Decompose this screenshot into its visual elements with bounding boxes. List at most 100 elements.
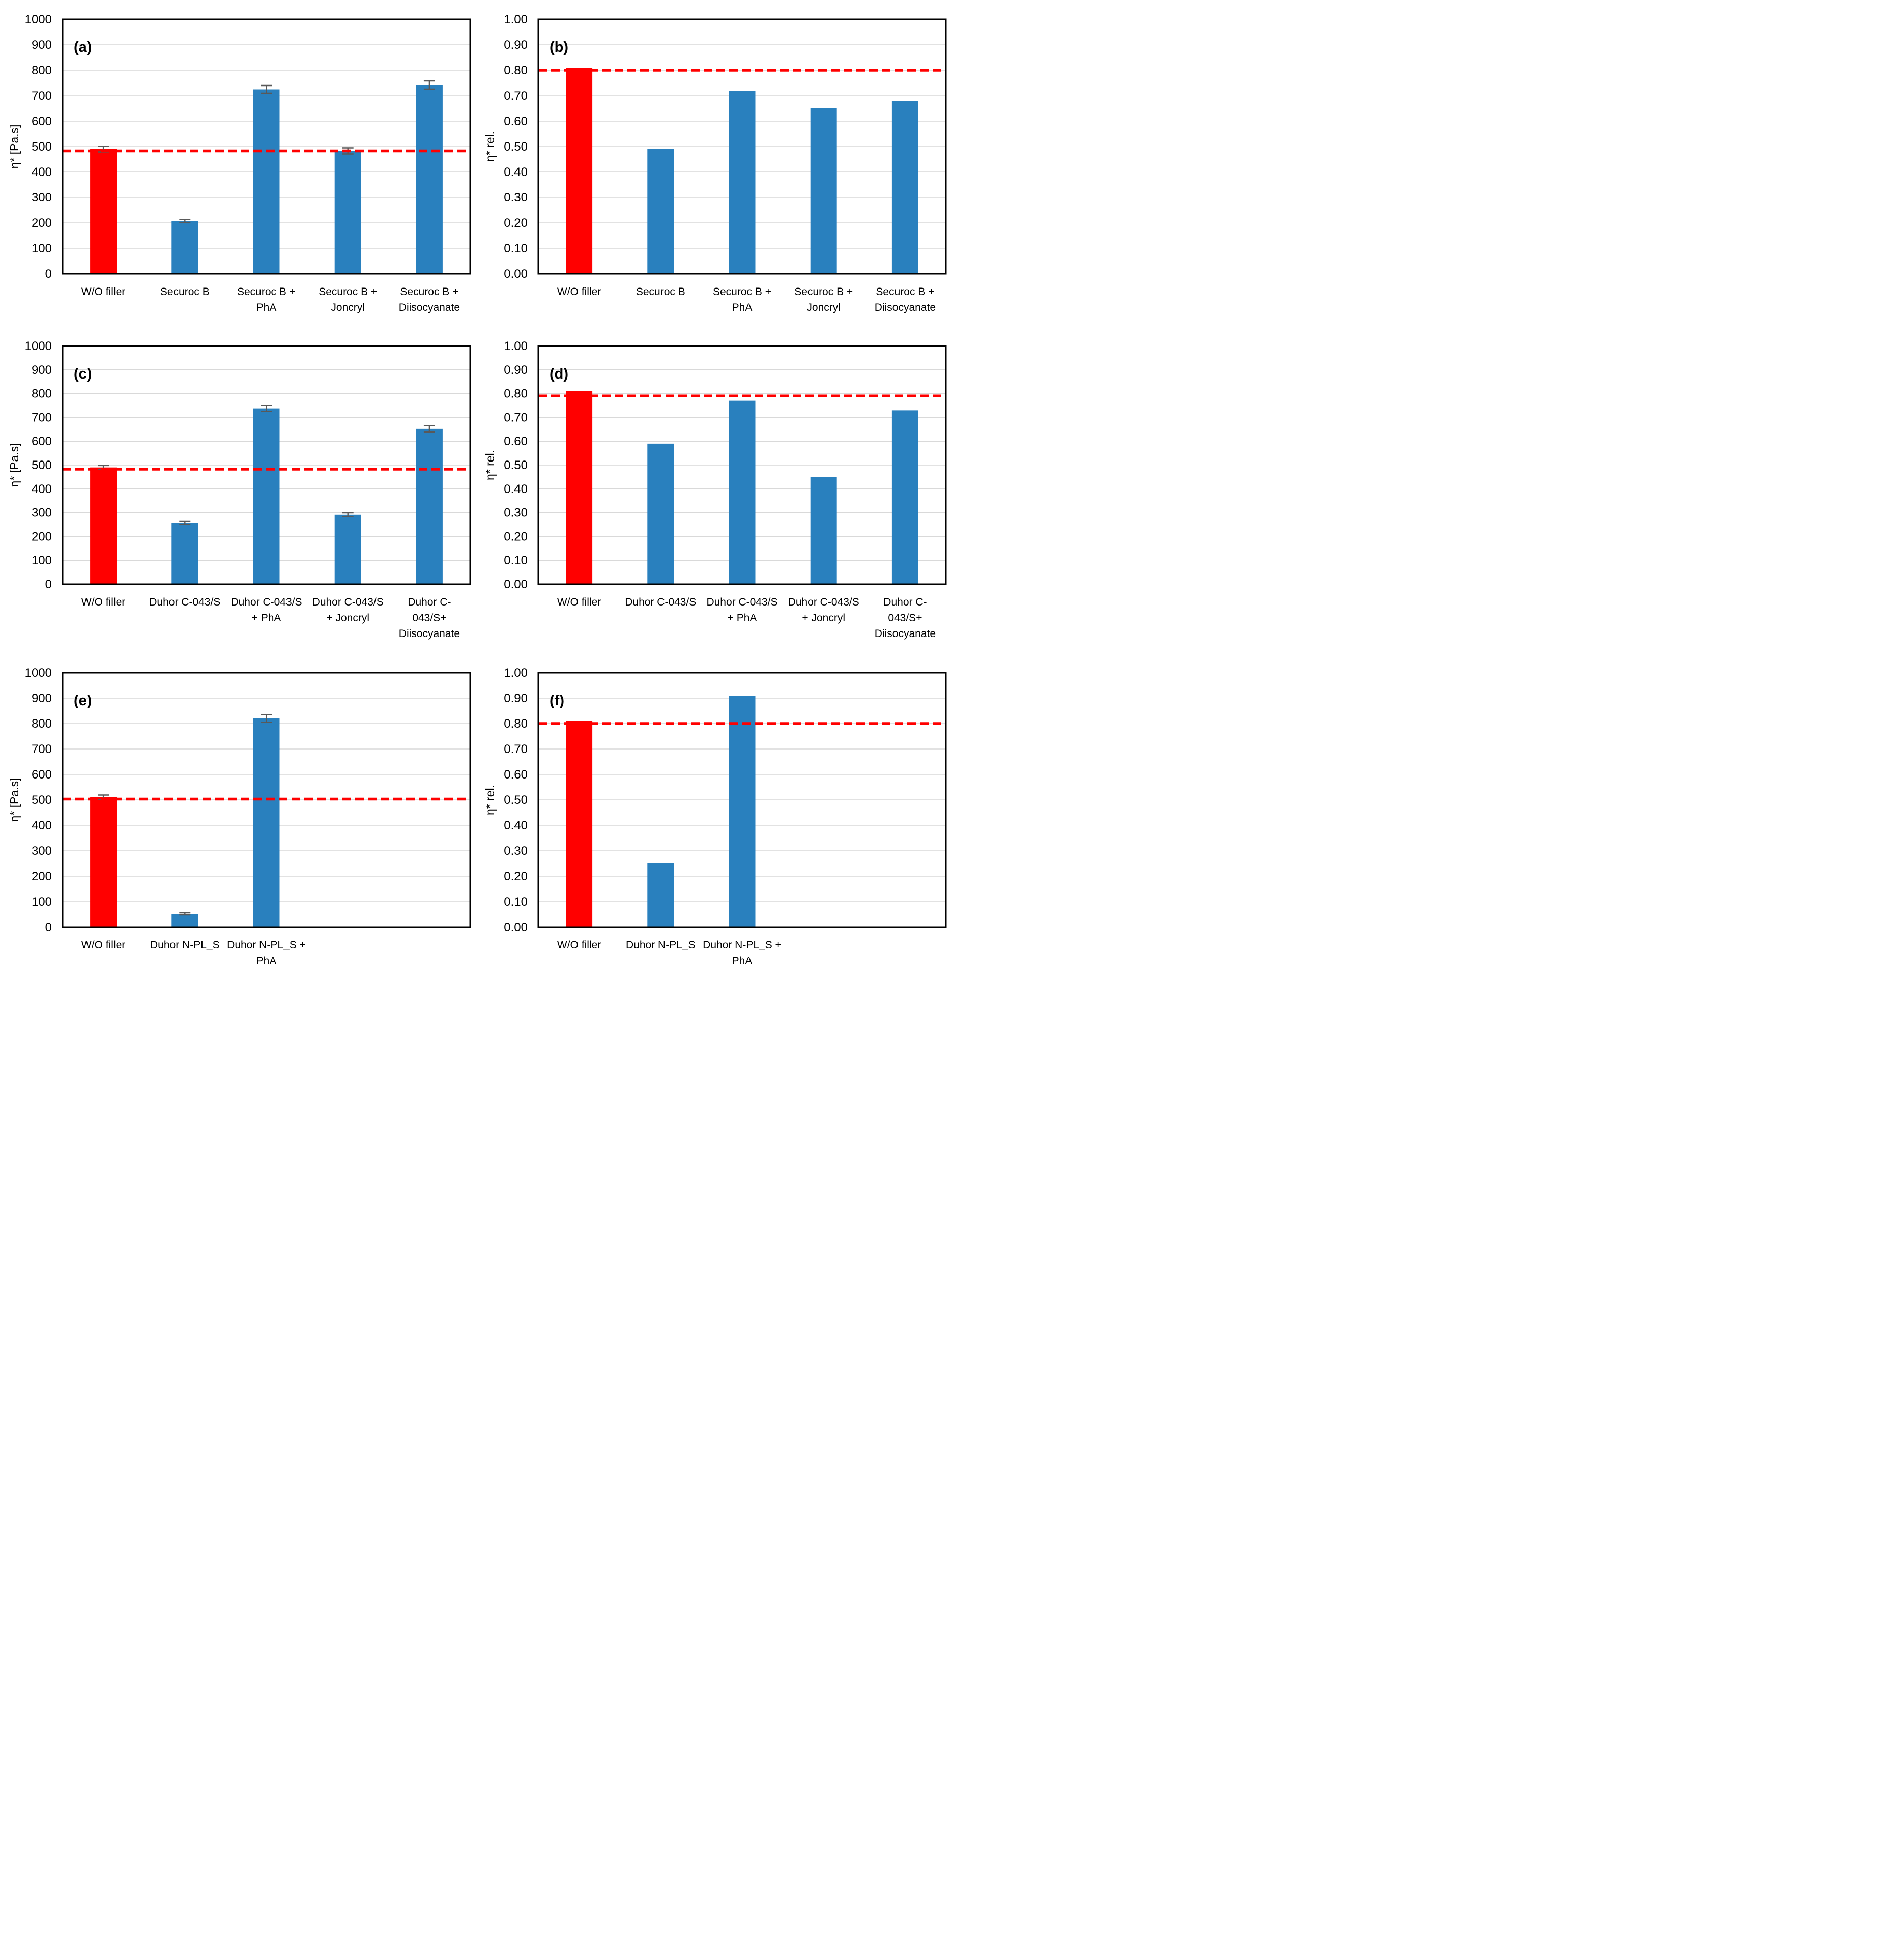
panel-b: 0.00 0.10 0.20 0.30 0.40 0.50 0.60 0.70 0.80 0.90… [476,0,951,327]
bar-duhor-c-043-s [171,523,198,584]
bar-securoc-b-diisocyanate [416,85,443,274]
bar-w-o-filler [90,467,117,584]
bar-w-o-filler [566,391,593,584]
y-tick-label: 400 [32,165,52,179]
y-tick-label: 500 [32,793,52,807]
x-category-label: Securoc B + [713,286,771,298]
bar-duhor-n-pl-s [171,914,198,927]
x-category-label: Duhor C- [883,596,927,608]
y-tick-label: 0.50 [504,458,528,472]
x-category-label: Duhor N-PL_S [150,939,220,951]
y-tick-label: 0.30 [504,844,528,858]
y-tick-label: 200 [32,530,52,543]
y-tick-label: 300 [32,506,52,520]
plot-border [62,672,471,928]
x-category-label: PhA [256,955,277,967]
y-axis-title: η* [Pa.s] [8,125,21,169]
bar-w-o-filler [90,149,117,274]
bar-securoc-b-joncryl [334,151,361,274]
x-category-label: 043/S+ [412,612,446,624]
error-bar-duhor-c-043-s-pha [261,405,272,412]
y-tick-label: 0.00 [504,267,528,281]
y-tick-label: 0 [45,578,52,591]
y-axis-title: η* [Pa.s] [8,778,21,822]
panel-label: (e) [74,693,92,709]
y-tick-label: 0.90 [504,363,528,377]
x-category-label: PhA [256,302,277,313]
bar-duhor-n-pl-s-pha [729,696,756,927]
x-category-label: Diisocyanate [399,628,460,640]
x-category-label: Joncryl [331,302,365,313]
y-tick-label: 400 [32,482,52,496]
plot-border [537,345,947,585]
chart-b: 0.00 0.10 0.20 0.30 0.40 0.50 0.60 0.70 0.80 0.90… [483,13,947,313]
bar-duhor-n-pl-s [647,863,674,927]
y-tick-label: 900 [32,38,52,52]
x-category-label: + PhA [252,612,281,624]
y-tick-label: 0.50 [504,793,528,807]
bar-securoc-b [171,221,198,274]
x-category-label: Duhor C-043/S [788,596,859,608]
y-tick-label: 400 [32,819,52,832]
y-tick-label: 1.00 [504,666,528,680]
y-axis-title: η* rel. [483,450,497,480]
y-tick-label: 900 [32,363,52,377]
x-category-label: PhA [732,955,753,967]
y-tick-label: 300 [32,844,52,858]
x-category-label: Duhor C- [408,596,451,608]
y-tick-label: 1000 [25,666,52,680]
x-category-label: Securoc B [160,286,210,298]
bar-duhor-n-pl-s-pha [253,718,280,927]
y-tick-label: 0.70 [504,89,528,103]
y-tick-label: 0.10 [504,895,528,909]
y-tick-label: 800 [32,64,52,77]
bar-securoc-b [647,149,674,274]
y-axis-title: η* rel. [483,131,497,162]
y-tick-label: 0.40 [504,482,528,496]
y-tick-label: 0 [45,267,52,281]
y-tick-label: 100 [32,895,52,909]
panel-label: (f) [550,693,564,709]
x-category-label: Duhor C-043/S [706,596,777,608]
plot-border [537,672,947,928]
y-tick-label: 700 [32,742,52,756]
bar-securoc-b-pha [729,91,756,274]
y-tick-label: 0.10 [504,242,528,255]
x-category-label: + Joncryl [802,612,845,624]
panel-label: (c) [74,366,92,382]
y-tick-label: 100 [32,554,52,567]
panel-d: 0.00 0.10 0.20 0.30 0.40 0.50 0.60 0.70 0.80 0.90… [476,327,951,653]
y-tick-label: 0.80 [504,64,528,77]
y-tick-label: 800 [32,717,52,731]
plot-border [62,18,471,275]
y-tick-label: 200 [32,216,52,230]
y-tick-label: 0.40 [504,819,528,832]
y-tick-label: 0.20 [504,216,528,230]
y-tick-label: 0.40 [504,165,528,179]
y-tick-label: 0.00 [504,578,528,591]
y-tick-label: 300 [32,191,52,205]
x-category-label: Duhor N-PL_S + [227,939,306,951]
x-category-label: + Joncryl [326,612,369,624]
x-category-label: W/O filler [81,286,125,298]
x-category-label: Securoc B [636,286,685,298]
y-tick-label: 600 [32,768,52,782]
x-category-label: W/O filler [557,939,601,951]
y-tick-label: 100 [32,242,52,255]
panel-f: 0.00 0.10 0.20 0.30 0.40 0.50 0.60 0.70 0.80 0.90… [476,653,951,980]
y-tick-label: 0.20 [504,870,528,883]
error-bar-duhor-n-pl-s-pha [261,714,272,723]
y-tick-label: 500 [32,458,52,472]
y-tick-label: 0 [45,920,52,934]
bar-securoc-b-joncryl [810,108,837,274]
x-category-label: PhA [732,302,753,313]
x-category-label: Securoc B + [237,286,296,298]
y-tick-label: 600 [32,114,52,128]
bar-duhor-c-043-s [647,443,674,584]
panel-c: 0 100 200 300 400 500 600 700 800 900 1000 (c) W/O f… [0,327,476,653]
y-tick-label: 0.90 [504,38,528,52]
bar-duhor-c-043-s-joncryl [334,514,361,584]
error-bar-duhor-c-043-s-diisocyanate [423,425,435,433]
y-tick-label: 0.50 [504,140,528,154]
bar-duhor-c-043-s-diisocyanate [891,410,918,584]
